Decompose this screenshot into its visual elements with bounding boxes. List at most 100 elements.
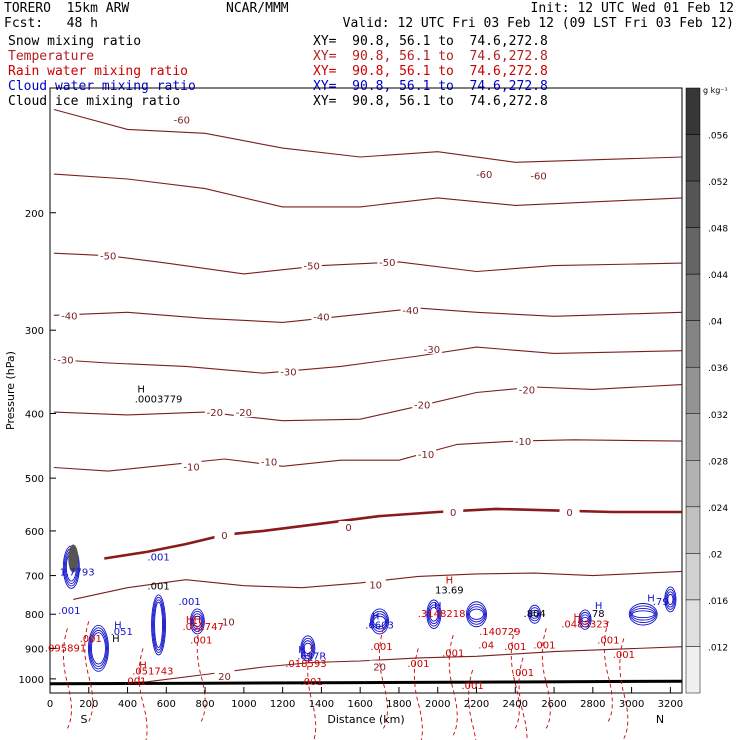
cloud-water-contour bbox=[426, 599, 442, 629]
plot-frame bbox=[49, 87, 683, 694]
contour-annotation: H bbox=[372, 612, 380, 623]
temperature-contour-label: 10 bbox=[369, 581, 382, 592]
temperature-contour bbox=[53, 307, 683, 323]
cloud-water-contour bbox=[469, 608, 484, 620]
contour-annotation: .04 bbox=[478, 640, 494, 651]
legend-name: Rain water mixing ratio bbox=[8, 64, 189, 79]
contour-annotation: .001 bbox=[124, 677, 146, 688]
rain-water-contour bbox=[378, 628, 388, 729]
contour-annotation: H bbox=[114, 620, 122, 631]
contour-annotation: .001 bbox=[597, 635, 619, 646]
legend-row: Snow mixing ratio XY= 90.8, 56.1 to 74.6,… bbox=[8, 34, 548, 49]
rain-water-contour bbox=[510, 628, 520, 729]
contour-annotation: 1.7793 bbox=[60, 568, 95, 579]
contour-annotation: H bbox=[112, 634, 120, 645]
contour-annotation: .001 bbox=[370, 642, 392, 653]
temperature-contour-label: -60 bbox=[174, 116, 190, 127]
contour-annotation: .001 bbox=[80, 634, 102, 645]
cloud-water-contour bbox=[629, 605, 657, 623]
colorbar-tick-label: .044 bbox=[708, 271, 728, 281]
contour-annotation: H bbox=[434, 601, 442, 612]
temperature-contour-label: -20 bbox=[236, 408, 252, 419]
legend-row: Temperature XY= 90.8, 56.1 to 74.6,272.8 bbox=[8, 49, 548, 64]
y-tick-label: 300 bbox=[25, 326, 44, 337]
legend-name: Temperature bbox=[8, 49, 95, 64]
cloud-water-contour bbox=[468, 606, 485, 623]
y-tick-label: 200 bbox=[25, 209, 44, 220]
colorbar-tick-label: .056 bbox=[708, 132, 728, 142]
contour-annotation: .001 bbox=[190, 635, 212, 646]
contour-label-bg bbox=[528, 169, 549, 181]
y-tick-label: 600 bbox=[25, 527, 44, 538]
contour-annotation: .001 bbox=[512, 668, 534, 679]
temperature-contour-label: -60 bbox=[530, 172, 546, 183]
contour-annotation: H bbox=[446, 576, 454, 587]
colorbar-segment bbox=[685, 413, 701, 461]
colorbar-tick-label: .024 bbox=[708, 504, 728, 514]
contour-annotation: .001 bbox=[407, 659, 429, 670]
colorbar-tick-label: .028 bbox=[708, 457, 728, 467]
temperature-contour bbox=[53, 346, 683, 374]
cloud-water-contour bbox=[373, 615, 387, 627]
contour-annotation: H bbox=[137, 384, 145, 395]
temperature-contour bbox=[73, 570, 683, 600]
cloud-water-contour bbox=[89, 627, 108, 670]
colorbar-tick-label: .016 bbox=[708, 597, 728, 607]
x-tick-label: 2200 bbox=[464, 699, 489, 710]
contour-annotation: H bbox=[139, 661, 147, 672]
contour-label-bg bbox=[416, 447, 437, 459]
x-tick-label: 3000 bbox=[619, 699, 644, 710]
contour-annotation: .001 bbox=[147, 582, 169, 593]
contour-annotation: H bbox=[298, 645, 306, 656]
contour-annotation: .3148218 bbox=[418, 609, 466, 620]
cloud-water-contour bbox=[300, 635, 316, 662]
x-tick-label: 2600 bbox=[541, 699, 566, 710]
x-tick-label: 1200 bbox=[270, 699, 295, 710]
temperature-contour-label: -40 bbox=[313, 312, 329, 323]
forecast-hour: Fcst: 48 h bbox=[4, 16, 98, 31]
rain-water-contour bbox=[307, 644, 317, 740]
contour-label-bg bbox=[421, 342, 442, 354]
colorbar-segment bbox=[685, 320, 701, 368]
cloud-water-contour bbox=[151, 594, 167, 656]
contour-label-bg bbox=[278, 365, 299, 377]
contour-annotation: .79 bbox=[653, 597, 669, 608]
y-tick-label: 500 bbox=[25, 474, 44, 485]
temperature-contour-label: 20 bbox=[373, 662, 386, 673]
colorbar-unit: g kg⁻¹ bbox=[703, 86, 728, 95]
cloud-water-contour bbox=[665, 588, 676, 610]
contour-annotation: .0483323 bbox=[561, 620, 609, 631]
snow-mixing-shade bbox=[68, 544, 79, 573]
x-tick-label: 800 bbox=[196, 699, 215, 710]
x-tick-label: 400 bbox=[118, 699, 137, 710]
ground-surface-line bbox=[49, 679, 683, 686]
x-tick-label: 600 bbox=[157, 699, 176, 710]
cloud-water-contour bbox=[628, 603, 658, 626]
legend-xy: XY= 90.8, 56.1 to 74.6,272.8 bbox=[313, 94, 548, 109]
colorbar-tick-label: .012 bbox=[708, 643, 728, 653]
colorbar-segment bbox=[685, 460, 701, 508]
contour-annotation: .0003779 bbox=[135, 394, 183, 405]
contour-label-bg bbox=[338, 521, 359, 533]
contour-annotation: .001 bbox=[533, 640, 555, 651]
temperature-contour-label: -30 bbox=[280, 368, 296, 379]
temperature-contour bbox=[53, 252, 683, 275]
contour-annotation: .001 bbox=[147, 553, 169, 564]
colorbar-segment bbox=[685, 553, 701, 601]
temperature-contour bbox=[53, 173, 683, 208]
temperature-contour-label: -20 bbox=[414, 401, 430, 412]
cloud-water-contour bbox=[581, 616, 589, 623]
contour-label-bg bbox=[218, 615, 239, 627]
contour-annotation: .804 bbox=[524, 609, 546, 620]
x-tick-label: 2800 bbox=[580, 699, 605, 710]
x-axis-title: Distance (km) bbox=[327, 713, 404, 726]
contour-annotation: H bbox=[647, 593, 655, 604]
cloud-water-contour bbox=[88, 624, 109, 672]
cloud-water-contour bbox=[467, 603, 486, 625]
colorbar-segment bbox=[685, 506, 701, 554]
rain-water-contour bbox=[518, 657, 528, 740]
rain-water-contour bbox=[603, 621, 613, 722]
colorbar-segment bbox=[685, 273, 701, 321]
contour-label-bg bbox=[516, 383, 537, 395]
